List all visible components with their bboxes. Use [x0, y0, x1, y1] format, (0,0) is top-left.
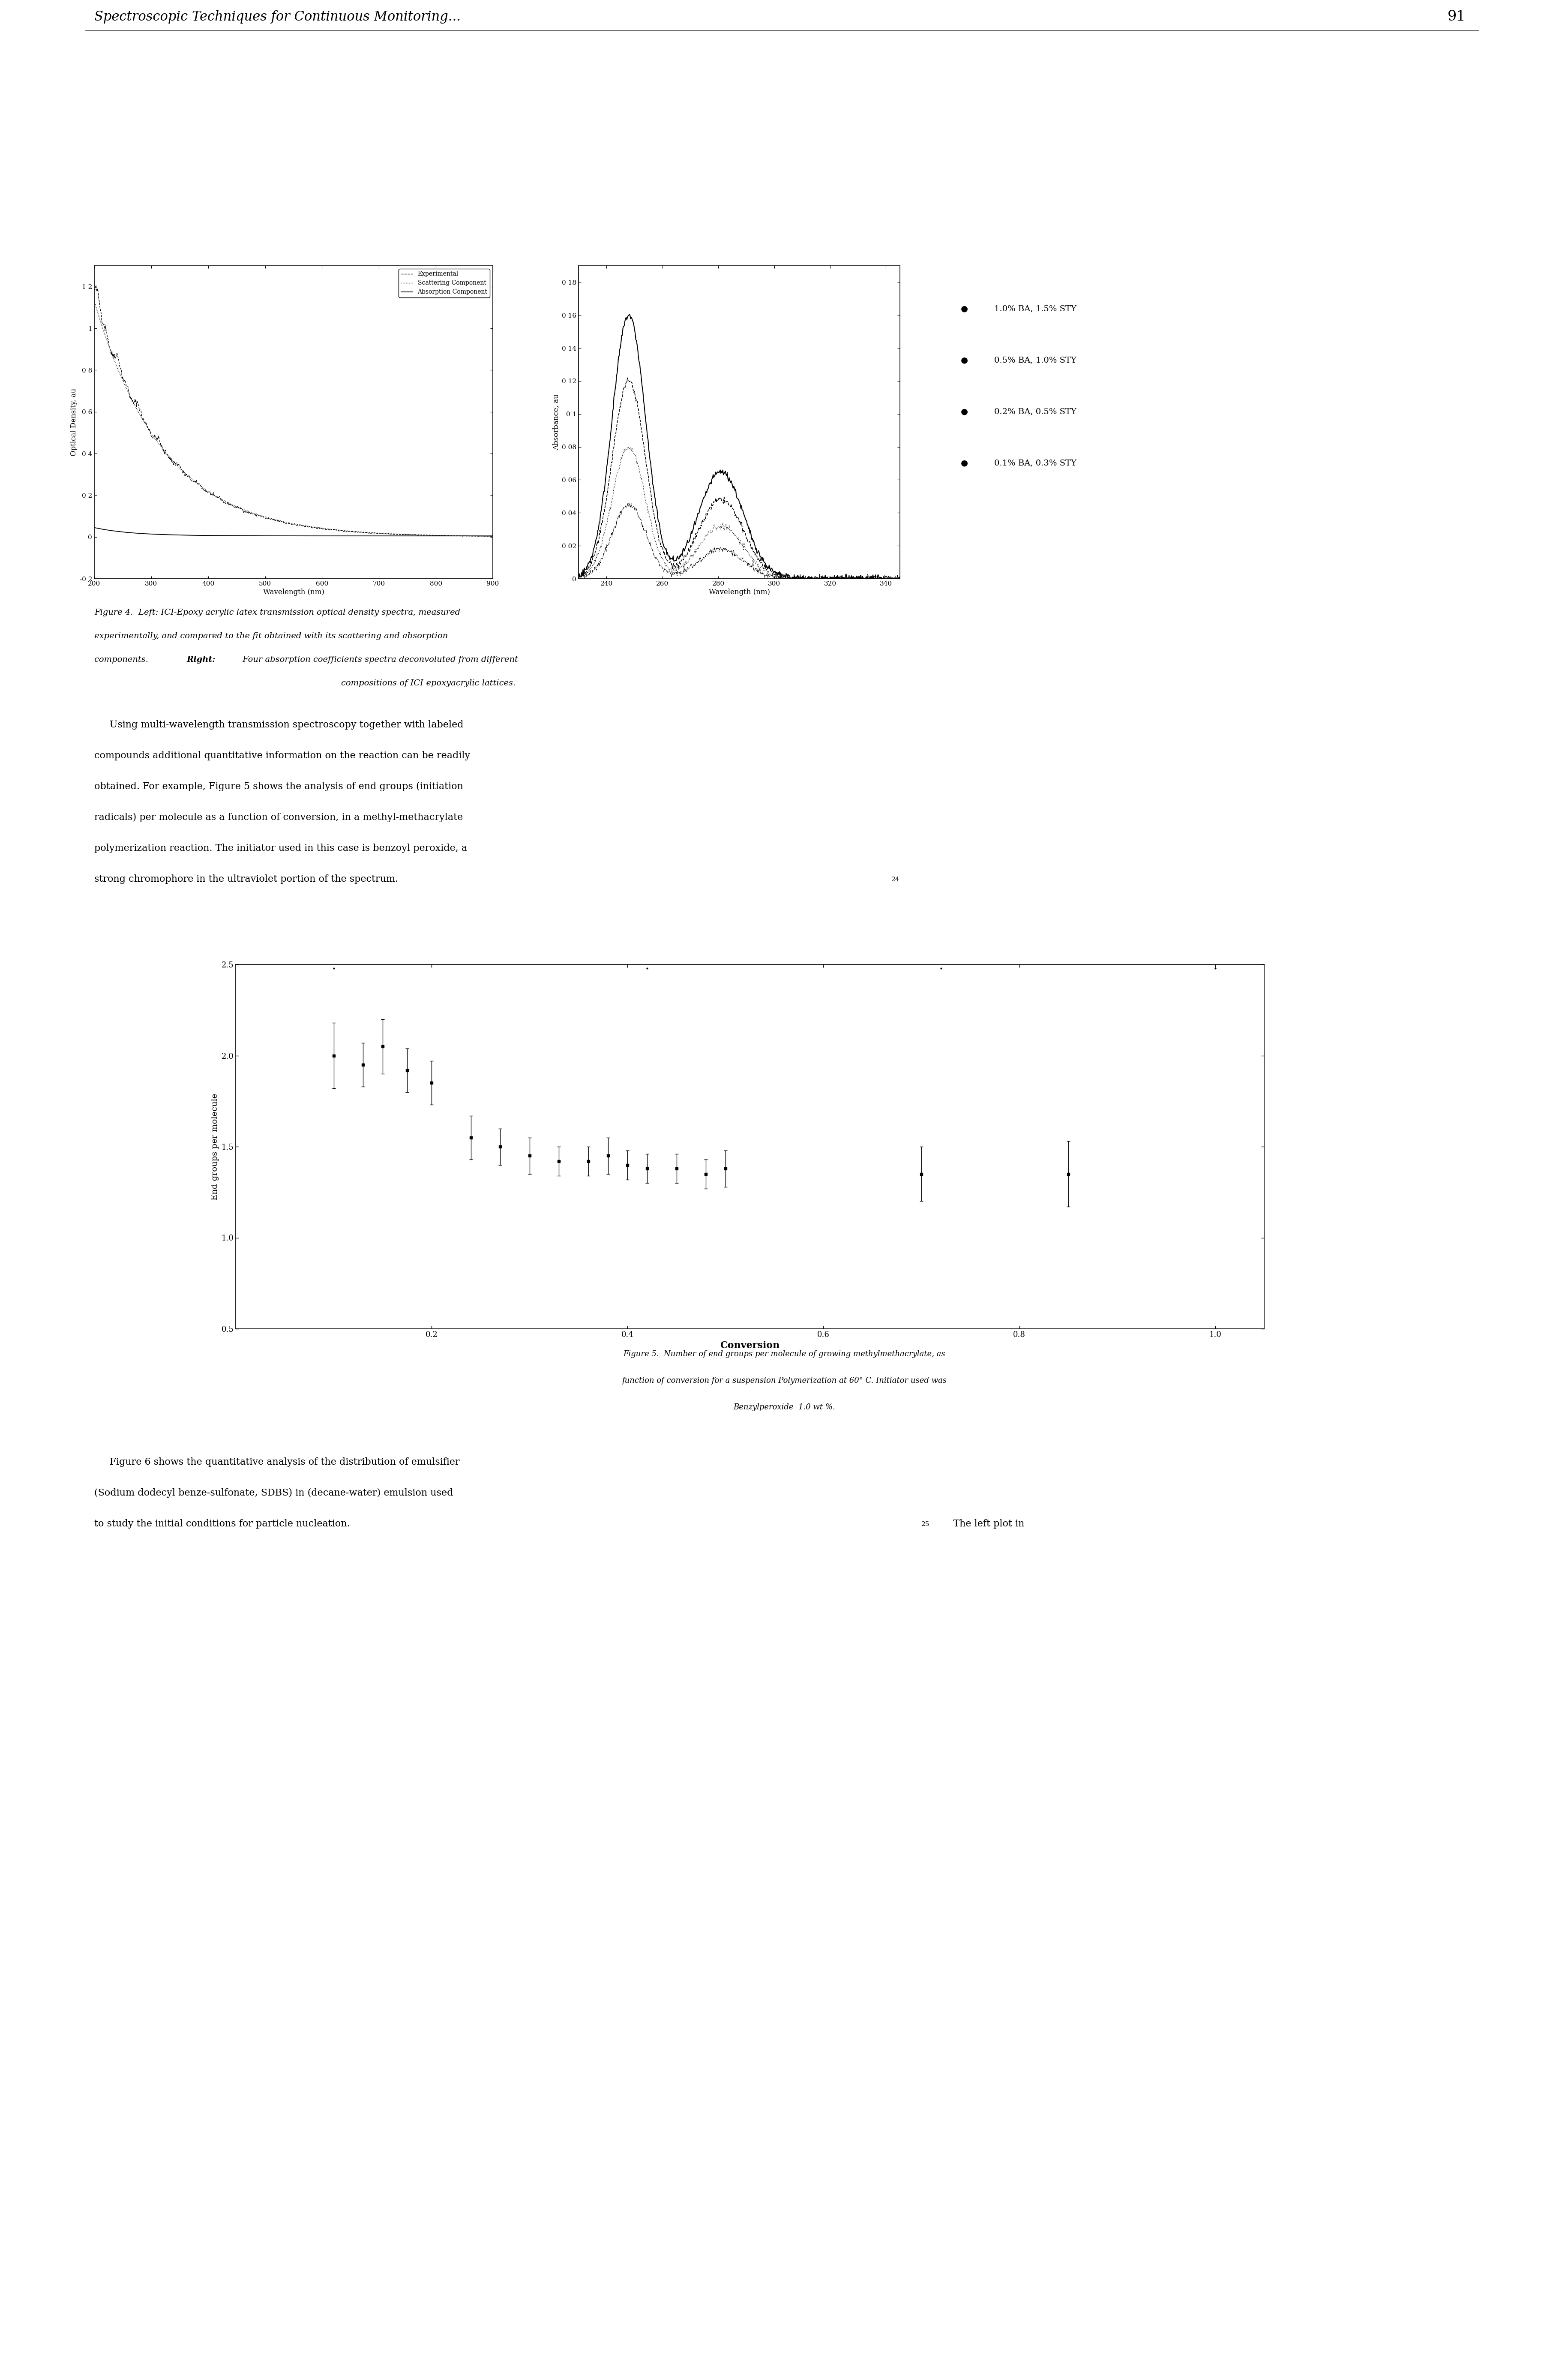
Y-axis label: Optical Density, au: Optical Density, au [71, 388, 78, 457]
Text: function of conversion for a suspension Polymerization at 60° C. Initiator used : function of conversion for a suspension … [622, 1377, 947, 1385]
X-axis label: Wavelength (nm): Wavelength (nm) [263, 588, 325, 595]
Text: radicals) per molecule as a function of conversion, in a methyl-methacrylate: radicals) per molecule as a function of … [94, 814, 463, 823]
Text: (Sodium dodecyl benze-sulfonate, SDBS) in (decane-water) emulsion used: (Sodium dodecyl benze-sulfonate, SDBS) i… [94, 1489, 453, 1499]
Text: obtained. For example, Figure 5 shows the analysis of end groups (initiation: obtained. For example, Figure 5 shows th… [94, 783, 463, 792]
Text: experimentally, and compared to the fit obtained with its scattering and absorpt: experimentally, and compared to the fit … [94, 633, 448, 640]
Text: Four absorption coefficients spectra deconvoluted from different: Four absorption coefficients spectra dec… [240, 657, 517, 664]
Y-axis label: Absorbance, au: Absorbance, au [554, 395, 560, 450]
Y-axis label: End groups per molecule: End groups per molecule [212, 1094, 220, 1199]
Text: ●: ● [961, 407, 967, 416]
Text: Using multi-wavelength transmission spectroscopy together with labeled: Using multi-wavelength transmission spec… [94, 721, 464, 730]
Text: Spectroscopic Techniques for Continuous Monitoring...: Spectroscopic Techniques for Continuous … [94, 10, 461, 24]
Text: 0.2% BA, 0.5% STY: 0.2% BA, 0.5% STY [994, 407, 1076, 416]
X-axis label: Conversion: Conversion [720, 1342, 779, 1351]
Text: Figure 4.  Left: ICI-Epoxy acrylic latex transmission optical density spectra, m: Figure 4. Left: ICI-Epoxy acrylic latex … [94, 609, 461, 616]
Text: Figure 5.  Number of end groups per molecule of growing methylmethacrylate, as: Figure 5. Number of end groups per molec… [622, 1351, 946, 1358]
Text: Right:: Right: [187, 657, 215, 664]
Text: 91: 91 [1447, 10, 1466, 24]
Text: to study the initial conditions for particle nucleation.: to study the initial conditions for part… [94, 1520, 350, 1530]
Text: 0.5% BA, 1.0% STY: 0.5% BA, 1.0% STY [994, 357, 1076, 364]
X-axis label: Wavelength (nm): Wavelength (nm) [709, 588, 770, 595]
Text: Figure 6 shows the quantitative analysis of the distribution of emulsifier: Figure 6 shows the quantitative analysis… [94, 1458, 459, 1468]
Text: compounds additional quantitative information on the reaction can be readily: compounds additional quantitative inform… [94, 752, 470, 761]
Text: 25: 25 [922, 1520, 930, 1527]
Text: 1.0% BA, 1.5% STY: 1.0% BA, 1.5% STY [994, 305, 1076, 312]
Text: The left plot in: The left plot in [947, 1520, 1024, 1530]
Text: Benzylperoxide  1.0 wt %.: Benzylperoxide 1.0 wt %. [734, 1404, 836, 1411]
Text: polymerization reaction. The initiator used in this case is benzoyl peroxide, a: polymerization reaction. The initiator u… [94, 845, 467, 854]
Text: ●: ● [961, 305, 967, 312]
Text: 0.1% BA, 0.3% STY: 0.1% BA, 0.3% STY [994, 459, 1077, 466]
Text: compositions of ICI-epoxyacrylic lattices.: compositions of ICI-epoxyacrylic lattice… [342, 680, 516, 688]
Text: ●: ● [961, 357, 967, 364]
Text: 24: 24 [891, 875, 900, 883]
Text: ●: ● [961, 459, 967, 466]
Text: strong chromophore in the ultraviolet portion of the spectrum.: strong chromophore in the ultraviolet po… [94, 875, 398, 885]
Text: components.: components. [94, 657, 151, 664]
Legend: Experimental, Scattering Component, Absorption Component: Experimental, Scattering Component, Abso… [398, 269, 489, 297]
